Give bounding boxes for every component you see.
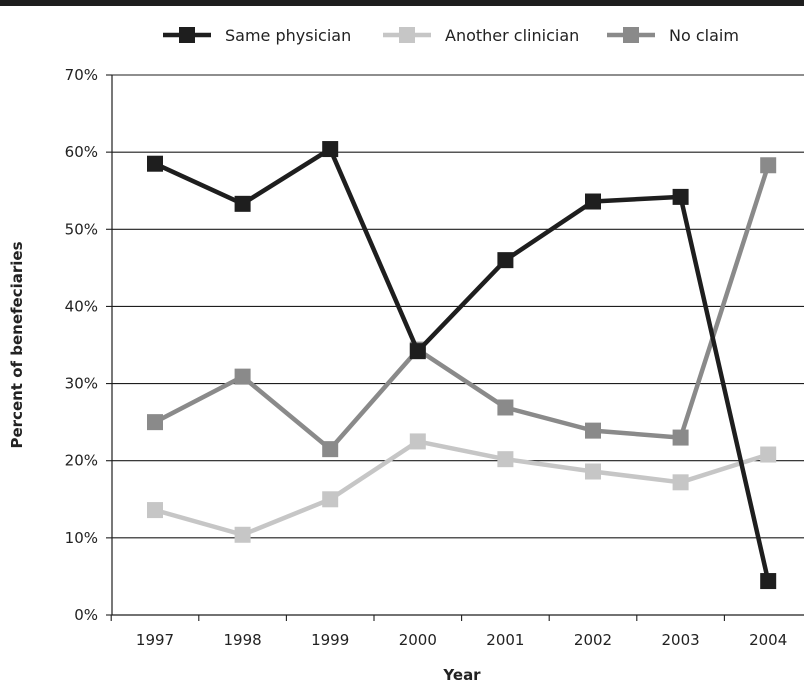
data-point	[147, 155, 163, 172]
series-line	[153, 164, 771, 452]
series-no-claim	[147, 157, 777, 458]
legend: Same physician Another clinician No claim	[163, 26, 739, 45]
data-point	[147, 414, 163, 431]
data-point	[497, 399, 514, 416]
y-tick-label: 50%	[65, 220, 98, 238]
series-line	[154, 146, 771, 582]
data-point	[497, 451, 514, 468]
data-point	[322, 441, 339, 458]
data-point	[234, 526, 251, 543]
x-tick-label: 2004	[749, 631, 787, 649]
y-tick-label: 70%	[65, 66, 98, 84]
data-point	[672, 474, 689, 491]
data-point	[760, 446, 777, 463]
y-tick-labels: 0% 10% 20% 30% 40% 50% 60% 70%	[65, 66, 98, 624]
y-tick-label: 30%	[65, 375, 98, 393]
data-point	[322, 141, 339, 158]
legend-item: No claim	[607, 26, 739, 45]
data-point	[497, 252, 514, 269]
y-tick-label: 10%	[65, 529, 98, 547]
legend-item: Another clinician	[383, 26, 579, 45]
y-tick-label: 40%	[65, 297, 98, 315]
data-point	[672, 188, 689, 205]
series-same-physician	[147, 141, 777, 590]
data-point	[147, 502, 163, 519]
x-tick-label: 2002	[574, 631, 612, 649]
x-tick-label: 2003	[662, 631, 700, 649]
data-point	[409, 343, 426, 360]
series-layer	[147, 141, 777, 590]
x-tick-label: 2001	[486, 631, 524, 649]
data-point	[760, 157, 777, 174]
axes	[106, 74, 804, 621]
legend-marker	[623, 27, 639, 43]
data-point	[585, 463, 601, 480]
data-point	[409, 433, 426, 450]
legend-label: Another clinician	[445, 26, 579, 45]
x-tick-labels: 1997 1998 1999 2000 2001 2002 2003 2004	[136, 631, 787, 649]
y-tick-label: 0%	[74, 606, 98, 624]
data-point	[760, 573, 777, 590]
legend-marker	[399, 27, 415, 43]
legend-item: Same physician	[163, 26, 351, 45]
data-point	[234, 195, 251, 212]
legend-marker	[179, 27, 195, 43]
data-point	[585, 422, 601, 439]
x-tick-label: 1998	[224, 631, 262, 649]
y-tick-label: 60%	[65, 143, 98, 161]
top-rule	[0, 0, 804, 6]
x-axis-title: Year	[442, 666, 481, 684]
y-tick-label: 20%	[65, 452, 98, 470]
x-tick-label: 2000	[399, 631, 437, 649]
legend-label: No claim	[669, 26, 739, 45]
x-tick-label: 1999	[311, 631, 349, 649]
data-point	[585, 193, 601, 210]
data-point	[234, 368, 251, 385]
data-point	[322, 491, 339, 508]
x-tick-label: 1997	[136, 631, 174, 649]
y-axis-title: Percent of benefeciaries	[8, 241, 26, 448]
legend-label: Same physician	[225, 26, 351, 45]
series-another-clinician	[147, 433, 777, 543]
data-point	[672, 429, 689, 446]
series-line	[154, 439, 769, 538]
